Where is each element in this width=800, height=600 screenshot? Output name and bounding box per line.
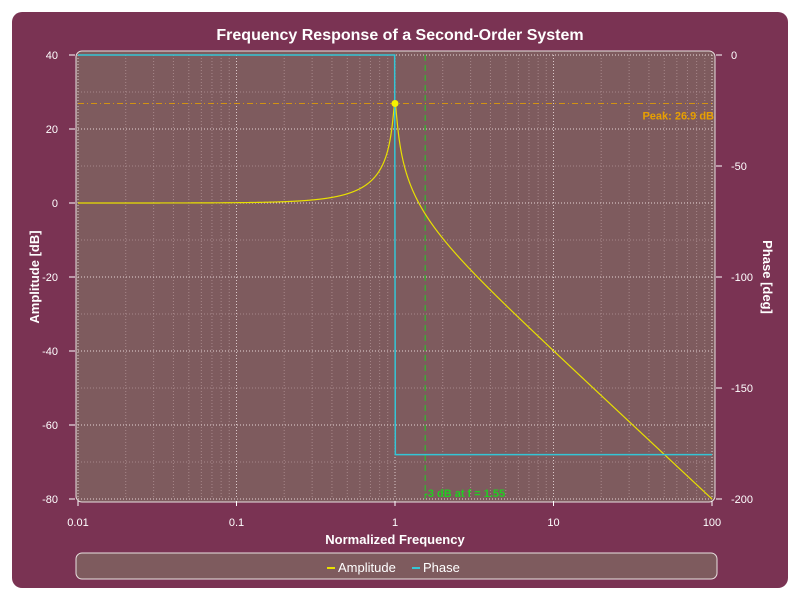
peak-annotation-label: Peak: 26.9 dB: [642, 110, 714, 122]
y-right-tick-label: 0: [731, 50, 737, 62]
y-left-tick-label: -40: [42, 346, 58, 358]
x-tick-label: 0.01: [67, 517, 88, 529]
y-right-tick-label: -50: [731, 161, 747, 173]
y-right-tick-label: -200: [731, 494, 753, 506]
legend: Amplitude Phase: [75, 552, 718, 580]
y-axis-right-label: Phase [deg]: [760, 240, 775, 314]
x-tick-label: 10: [547, 517, 559, 529]
legend-amplitude-label: Amplitude: [338, 560, 396, 575]
y-right-tick-label: -100: [731, 272, 753, 284]
y-left-tick-label: -20: [42, 272, 58, 284]
cutoff-annotation-label: -3 dB at f = 1.55: [424, 488, 505, 500]
legend-box: [75, 552, 718, 580]
tick-labels: 0.01 0.1 1 10 100 40 20 0 -20 -40 -60 -80 0 -50 -100 -1…: [42, 50, 753, 529]
series-layer: [78, 54, 713, 500]
y-right-tick-label: -150: [731, 383, 753, 395]
y-axis-left-label: Amplitude [dB]: [27, 230, 42, 323]
phase-line: [78, 54, 712, 456]
chart-title: Frequency Response of a Second-Order Sys…: [216, 27, 583, 44]
y-left-tick-label: 0: [52, 198, 58, 210]
y-left-tick-label: 40: [46, 50, 58, 62]
grid: [77, 54, 713, 500]
x-tick-label: 100: [703, 517, 721, 529]
peak-marker: [391, 99, 399, 107]
x-tick-label: 1: [392, 517, 398, 529]
y-left-tick-label: 20: [46, 124, 58, 136]
x-tick-label: 0.1: [229, 517, 244, 529]
x-axis-label: Normalized Frequency: [325, 532, 465, 547]
legend-phase-label: Phase: [423, 560, 460, 575]
y-left-tick-label: -60: [42, 420, 58, 432]
y-left-tick-label: -80: [42, 494, 58, 506]
